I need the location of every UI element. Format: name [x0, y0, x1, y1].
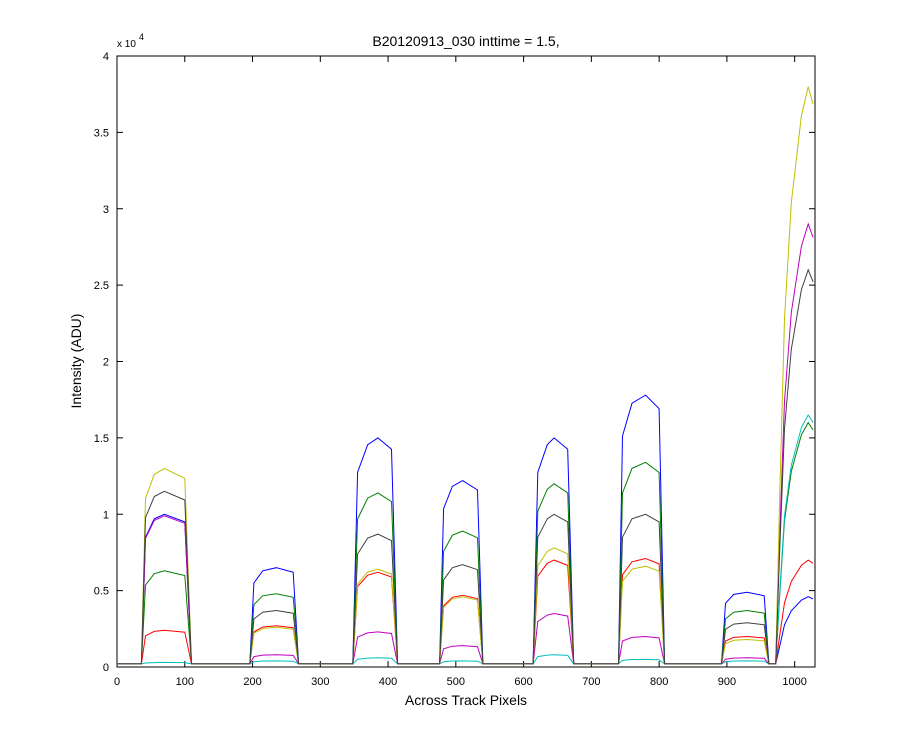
- y-tick-label: 3: [103, 204, 109, 216]
- chart-title: B20120913_030 inttime = 1.5,: [372, 33, 559, 49]
- y-tick-label: 0: [103, 662, 109, 674]
- y-multiplier-exponent: 4: [139, 32, 144, 42]
- series-line: [117, 268, 814, 665]
- y-axis-label: Intensity (ADU): [68, 314, 84, 409]
- x-tick-label: 800: [650, 676, 668, 688]
- x-tick-label: 700: [582, 676, 600, 688]
- x-tick-label: 500: [447, 676, 465, 688]
- y-tick-label: 2.5: [94, 280, 109, 292]
- x-tick-label: 600: [514, 676, 532, 688]
- plot-frame: [116, 55, 816, 668]
- x-tick-label: 400: [379, 676, 397, 688]
- x-tick-label: 900: [718, 676, 736, 688]
- x-tick-label: 0: [114, 676, 120, 688]
- y-tick-label: 1.5: [94, 433, 109, 445]
- x-tick-label: 1000: [782, 676, 806, 688]
- y-tick-label: 2: [103, 357, 109, 369]
- x-tick-label: 100: [176, 676, 194, 688]
- x-tick-label: 300: [311, 676, 329, 688]
- x-axis-label: Across Track Pixels: [405, 692, 527, 708]
- y-multiplier: x 10: [117, 39, 136, 50]
- y-tick-label: 3.5: [94, 127, 109, 139]
- y-tick-label: 0.5: [94, 586, 109, 598]
- y-tick-label: 4: [103, 51, 109, 63]
- y-tick-label: 1: [103, 509, 109, 521]
- x-tick-label: 200: [243, 676, 261, 688]
